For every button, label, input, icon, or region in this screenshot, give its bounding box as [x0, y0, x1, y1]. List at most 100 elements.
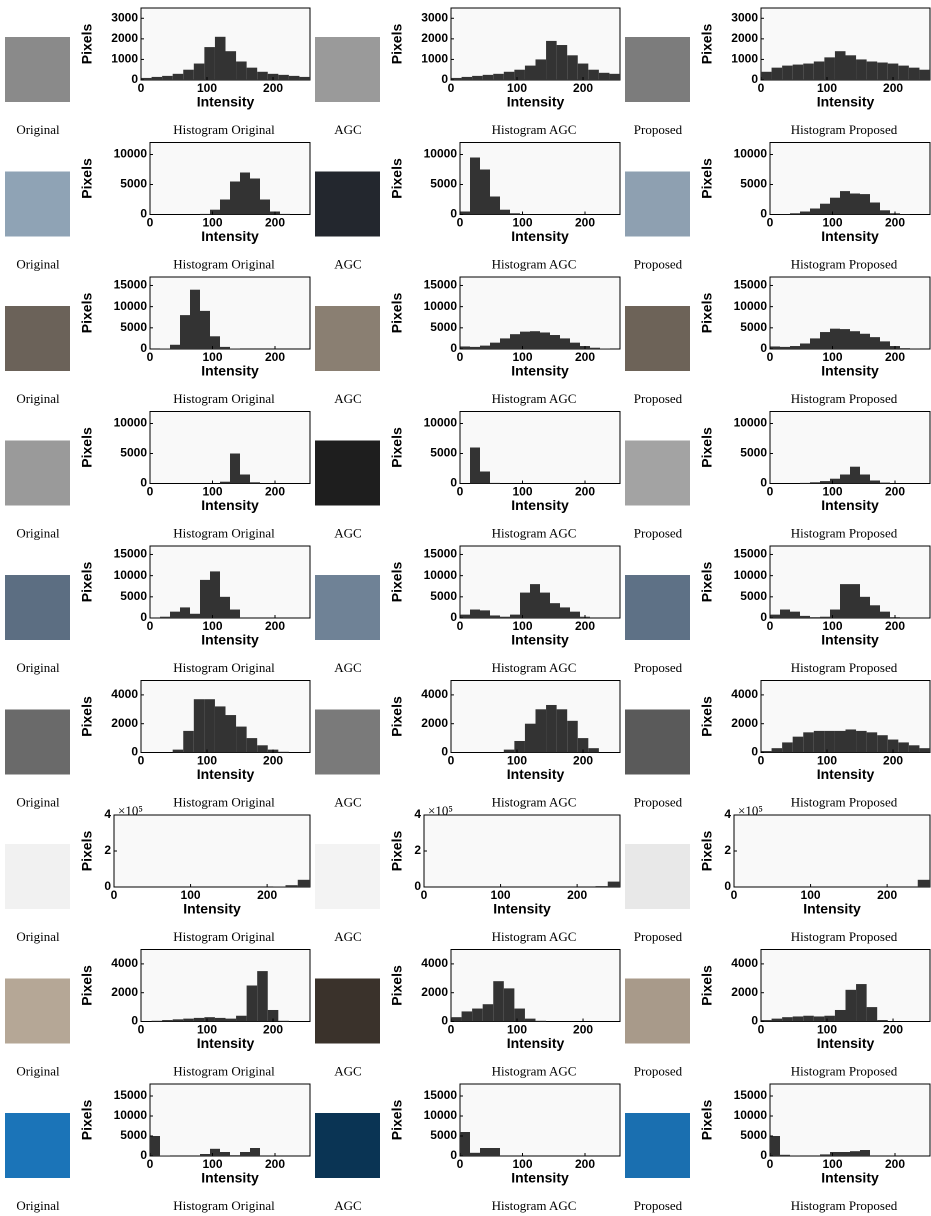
histogram-bar	[840, 191, 850, 214]
thumbnail	[315, 1113, 380, 1178]
histogram-bar	[250, 482, 260, 483]
image-caption: AGC	[334, 122, 361, 137]
histogram-bar	[840, 1152, 850, 1156]
y-tick-label: 2000	[731, 716, 758, 730]
x-tick-label: 200	[257, 888, 277, 902]
histogram-bar	[240, 1152, 250, 1156]
histogram-bar	[520, 332, 530, 349]
y-tick-label: 2	[724, 843, 731, 857]
x-tick-label: 0	[767, 216, 774, 230]
histogram-bar	[550, 335, 560, 349]
x-axis-label: Intensity	[817, 94, 875, 110]
histogram-bar	[880, 612, 890, 618]
x-axis-label: Intensity	[201, 363, 259, 379]
histogram-bar	[204, 47, 215, 80]
histogram-bar	[278, 75, 289, 80]
plot-background	[141, 950, 310, 1022]
histogram-bar	[226, 1019, 237, 1022]
histogram-bar	[490, 197, 500, 215]
histogram-bar	[609, 74, 620, 80]
y-tick-label: 10000	[734, 1108, 768, 1122]
histogram-bar	[850, 194, 860, 215]
histogram-bar	[226, 715, 237, 752]
x-tick-label: 200	[575, 216, 595, 230]
x-tick-label: 200	[265, 619, 285, 633]
histogram-bar	[835, 731, 846, 753]
x-tick-label: 0	[457, 216, 464, 230]
histogram-caption: Histogram AGC	[492, 256, 577, 271]
x-tick-label: 0	[448, 754, 455, 768]
histogram-bar	[180, 607, 190, 618]
histogram-bar	[260, 200, 270, 215]
histogram-bar	[247, 986, 258, 1022]
x-tick-label: 0	[457, 485, 464, 499]
x-axis-label: Intensity	[507, 766, 565, 782]
histogram-bar	[810, 617, 820, 618]
histogram-bar	[514, 70, 525, 80]
histogram-bar	[793, 65, 804, 80]
x-tick-label: 200	[575, 619, 595, 633]
histogram-bar	[470, 610, 480, 618]
x-tick-label: 200	[885, 1157, 905, 1171]
thumbnail	[625, 575, 690, 640]
histogram-bar	[840, 329, 850, 349]
histogram-bar	[173, 74, 184, 80]
y-tick-label: 10000	[734, 416, 768, 430]
y-tick-label: 10000	[114, 416, 148, 430]
histogram-bar	[152, 77, 163, 80]
histogram-bar	[298, 880, 310, 887]
histogram-bar	[870, 203, 880, 215]
histogram-bar	[608, 882, 620, 887]
histogram-bar	[183, 70, 194, 80]
x-tick-label: 0	[457, 1157, 464, 1171]
histogram-bar	[856, 731, 867, 753]
histogram-bar	[814, 61, 825, 80]
y-axis-label: Pixels	[699, 696, 715, 737]
histogram-bar	[860, 194, 870, 214]
y-tick-label: 5000	[740, 446, 767, 460]
x-tick-label: 200	[265, 216, 285, 230]
x-tick-label: 0	[758, 1023, 765, 1037]
x-axis-label: Intensity	[197, 94, 255, 110]
histogram-bar	[840, 475, 850, 484]
histogram-bar	[289, 76, 300, 80]
histogram-bar	[480, 472, 490, 484]
y-tick-label: 10000	[734, 299, 768, 313]
histogram-bar	[810, 338, 820, 349]
x-axis-label: Intensity	[511, 228, 569, 244]
histogram-caption: Histogram AGC	[492, 1198, 577, 1213]
x-tick-label: 200	[265, 1157, 285, 1171]
histogram-bar	[230, 1155, 240, 1156]
histogram-bar	[220, 200, 230, 215]
histogram-bar	[500, 210, 510, 215]
histogram-bar	[867, 732, 878, 752]
x-axis-label: Intensity	[821, 632, 879, 648]
x-tick-label: 200	[575, 1157, 595, 1171]
x-tick-label: 200	[263, 754, 283, 768]
thumbnail	[625, 1113, 690, 1178]
x-tick-label: 200	[885, 619, 905, 633]
histogram-bar	[525, 66, 536, 80]
histogram-bar	[220, 597, 230, 618]
y-tick-label: 5000	[120, 177, 147, 191]
histogram-bar	[280, 214, 290, 215]
histogram-bar	[286, 885, 298, 887]
y-tick-label: 5000	[430, 320, 457, 334]
histogram-bar	[830, 1152, 840, 1156]
histogram-bar	[472, 76, 483, 80]
histogram-bar	[470, 158, 480, 215]
x-tick-label: 200	[575, 350, 595, 364]
histogram-bar	[462, 1011, 473, 1021]
x-tick-label: 0	[457, 619, 464, 633]
histogram-bar	[877, 735, 888, 752]
x-tick-label: 200	[885, 350, 905, 364]
histogram-caption: Histogram Original	[173, 1198, 275, 1213]
thumbnail	[5, 844, 70, 909]
histogram-caption: Histogram Proposed	[791, 391, 898, 406]
histogram-bar	[490, 1148, 500, 1156]
x-tick-label: 0	[767, 350, 774, 364]
histogram-bar	[160, 617, 170, 618]
y-axis-label: Pixels	[699, 831, 715, 872]
x-tick-label: 200	[883, 81, 903, 95]
y-tick-label: 10000	[424, 568, 458, 582]
